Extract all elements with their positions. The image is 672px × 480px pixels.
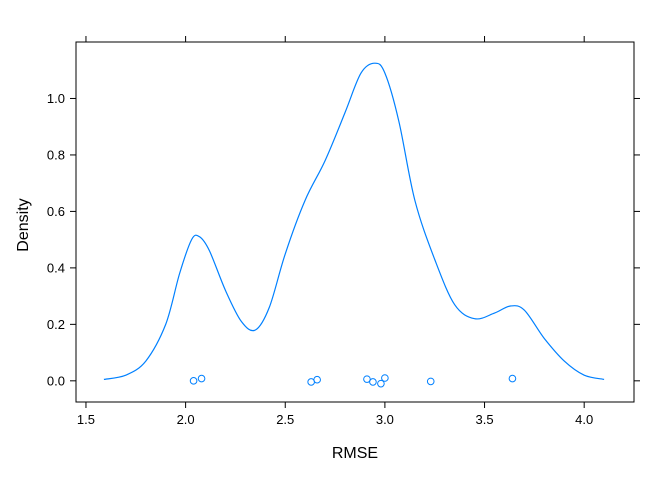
y-tick-label: 0.8 xyxy=(47,147,65,162)
data-point xyxy=(377,379,385,388)
y-tick-label: 0.4 xyxy=(47,260,65,275)
y-tick-label: 0.0 xyxy=(47,373,65,388)
y-tick-label: 1.0 xyxy=(47,91,65,106)
y-tick-label: 0.2 xyxy=(47,317,65,332)
data-point xyxy=(508,374,517,383)
y-tick-label: 0.6 xyxy=(47,204,65,219)
data-point xyxy=(363,375,371,383)
x-tick-label: 4.0 xyxy=(575,412,593,427)
x-tick-label: 1.5 xyxy=(77,412,95,427)
x-tick-label: 2.5 xyxy=(276,412,294,427)
density-curve xyxy=(103,62,605,380)
x-tick-label: 3.5 xyxy=(475,412,493,427)
x-axis-label: RMSE xyxy=(332,445,378,462)
data-point xyxy=(381,374,389,382)
data-point xyxy=(313,375,321,384)
data-point xyxy=(197,374,206,383)
data-point xyxy=(189,377,198,385)
x-tick-label: 3.0 xyxy=(376,412,394,427)
plot-frame xyxy=(75,41,635,403)
x-tick-label: 2.0 xyxy=(177,412,195,427)
data-point xyxy=(369,378,377,386)
data-point xyxy=(426,377,435,386)
y-axis-label: Density xyxy=(15,198,32,251)
